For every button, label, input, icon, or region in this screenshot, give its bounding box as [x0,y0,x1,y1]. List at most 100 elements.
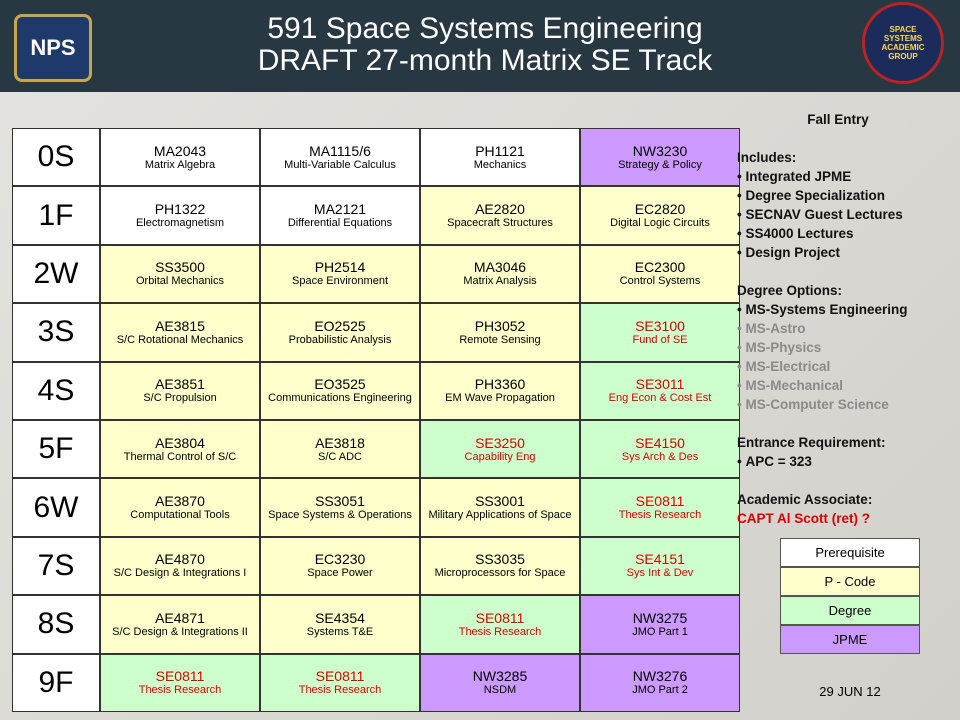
course-cell: PH3052 Remote Sensing [420,303,580,362]
title-line: 591 Space Systems Engineering [267,12,703,45]
course-code: SS3001 [475,493,525,510]
course-code: SE3100 [635,317,685,334]
course-cell: MA2043 Matrix Algebra [100,128,260,187]
course-code: MA3046 [473,259,527,276]
course-cell: SE0811 Thesis Research [260,653,420,712]
course-name: Mechanics [473,158,527,171]
course-code: MA2043 [153,142,207,159]
course-name: Microprocessors for Space [434,567,566,580]
course-cell: SE4151 Sys Int & Dev [580,536,740,596]
course-name: EM Wave Propagation [445,392,555,405]
course-code: PH1322 [154,201,206,218]
course-code: MA1115/6 [309,142,371,159]
right-logo: SPACE SYSTEMS ACADEMIC GROUP [862,2,944,84]
course-cell: NW3275 JMO Part 1 [580,595,740,654]
section-item: CAPT Al Scott (ret) ? [737,511,870,526]
course-code: EO3525 [314,376,366,393]
quarter-cell: 9F [12,653,100,712]
course-cell: NW3285 NSDM [420,653,580,712]
section-item: MS-Astro [737,319,959,338]
course-code: SE3011 [635,376,685,393]
section-item: MS-Physics [737,338,959,357]
course-name: Multi-Variable Calculus [284,158,396,171]
sidebar-section: Academic Associate: CAPT Al Scott (ret) ? [737,490,959,528]
section-item: MS-Computer Science [737,395,959,414]
course-name: Communications Engineering [268,392,412,405]
course-name: Thesis Research [618,509,702,522]
course-name: Probabilistic Analysis [288,333,392,346]
quarter-cell: 0S [12,128,100,187]
course-name: Thesis Research [138,684,222,697]
section-item: MS-Electrical [737,357,959,376]
title-line: DRAFT 27-month Matrix SE Track [257,44,713,77]
course-cell: SE0811 Thesis Research [420,595,580,654]
course-code: AE3851 [155,376,205,393]
course-code: SE3250 [475,434,525,451]
course-cell: SE4150 Sys Arch & Des [580,420,740,479]
course-name: Space Systems & Operations [268,509,412,522]
course-name: Computational Tools [130,509,230,522]
section-heading: Entrance Requirement: [737,435,886,450]
course-code: AE3815 [155,317,205,334]
course-code: AE4870 [155,551,205,568]
course-code: EC3230 [314,551,366,568]
course-name: Sys Int & Dev [626,567,694,580]
course-name: JMO Part 2 [632,684,688,697]
course-name: Thesis Research [298,684,382,697]
course-cell: PH1322 Electromagnetism [100,186,260,245]
sidebar-section: Includes: Integrated JPMEDegree Specializ… [737,148,959,262]
section-heading: Degree Options: [737,283,843,298]
legend-item: P - Code [780,567,920,596]
course-cell: PH1121 Mechanics [420,128,580,187]
course-code: AE3870 [155,493,205,510]
course-name: Military Applications of Space [428,509,572,522]
legend-item: Prerequisite [780,538,920,567]
course-cell: AE3870 Computational Tools [100,478,260,537]
course-code: PH3052 [474,317,526,334]
legend-item: JPME [780,625,920,654]
section-item: Degree Specialization [737,186,959,205]
quarter-cell: 3S [12,303,100,362]
quarter-cell: 5F [12,420,100,479]
section-item: APC = 323 [737,452,959,471]
course-cell: MA2121 Differential Equations [260,186,420,245]
course-code: SE0811 [635,493,685,510]
course-cell: EC3230 Space Power [260,536,420,596]
course-name: Spacecraft Structures [447,217,553,230]
course-name: S/C Propulsion [143,392,217,405]
sidebar-section: Degree Options:MS-Systems EngineeringMS-… [737,281,959,414]
course-cell: SE4354 Systems T&E [260,595,420,654]
course-code: SE4151 [635,551,685,568]
course-cell: MA3046 Matrix Analysis [420,244,580,304]
course-cell: SS3051 Space Systems & Operations [260,478,420,537]
course-code: SE0811 [155,668,205,685]
course-code: AE3818 [315,434,365,451]
course-code: MA2121 [313,201,367,218]
course-cell: AE3818 S/C ADC [260,420,420,479]
course-name: S/C ADC [317,450,362,463]
course-cell: EO3525 Communications Engineering [260,361,420,420]
course-name: S/C Rotational Mechanics [116,333,244,346]
course-code: PH1121 [475,142,525,159]
course-code: PH2514 [314,259,366,276]
course-name: Control Systems [619,275,701,288]
header-band: NPS 591 Space Systems Engineering DRAFT … [0,0,960,92]
course-name: Matrix Analysis [463,275,537,288]
course-name: S/C Design & Integrations I [113,567,247,580]
course-name: Remote Sensing [459,333,541,346]
course-cell: SE3250 Capability Eng [420,420,580,479]
course-code: SE0811 [315,668,365,685]
course-name: Sys Arch & Des [621,450,699,463]
course-code: EC2820 [634,201,686,218]
quarter-cell: 7S [12,536,100,596]
course-cell: AE3815 S/C Rotational Mechanics [100,303,260,362]
entry-heading: Fall Entry [807,112,869,127]
course-name: Space Power [307,567,373,580]
course-code: SE4354 [315,609,365,626]
course-name: Orbital Mechanics [135,275,225,288]
course-cell: EC2300 Control Systems [580,244,740,304]
course-cell: AE3851 S/C Propulsion [100,361,260,420]
course-cell: NW3276 JMO Part 2 [580,653,740,712]
course-cell: PH2514 Space Environment [260,244,420,304]
section-item: SS4000 Lectures [737,224,959,243]
